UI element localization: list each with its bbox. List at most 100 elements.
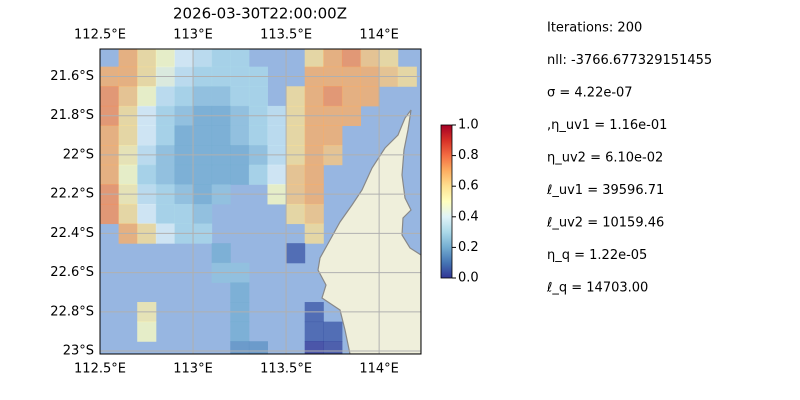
heat-cell [323,49,343,68]
y-tick-label: 22.8°S [50,304,94,319]
colorbar [440,124,453,279]
x-tick-label-top: 113°E [173,28,213,43]
y-tick-label: 22.2°S [50,187,94,202]
colorbar-tick-label: 0.4 [458,209,479,224]
x-tick-label: 113°E [173,362,213,377]
info-line: ℓ_uv1 = 39596.71 [546,183,664,198]
map-frame [99,48,422,355]
heat-cell [379,49,399,68]
info-line: ,η_uv1 = 1.16e-01 [547,118,667,133]
info-line: ℓ_uv2 = 10159.46 [546,216,664,231]
x-tick-label: 113.5°E [260,362,312,377]
heat-cell [137,321,157,342]
y-tick-label: 22.4°S [50,226,94,241]
info-line: η_uv2 = 6.10e-02 [547,151,663,166]
info-line: nll: -3766.677329151455 [547,53,712,68]
heat-cell [118,86,138,107]
heat-cell [323,125,343,146]
colorbar-tick-label: 0.0 [458,271,479,286]
y-tick-label: 22.6°S [50,265,94,280]
info-line: ℓ_q = 14703.00 [546,281,648,296]
x-tick-label: 112.5°E [74,362,126,377]
heat-cell [100,86,120,107]
heat-cell [286,164,306,185]
heat-cell [211,125,231,146]
heat-cell [267,164,287,185]
heat-cell [360,49,380,68]
heat-cell [155,86,175,107]
heat-cell [360,86,380,107]
heat-cell [193,164,213,185]
heat-cell [304,203,324,225]
heat-cell [118,49,138,68]
heat-cell [137,164,157,185]
heat-cell [230,282,250,303]
heat-cell [341,86,362,107]
x-tick-label-top: 114°E [359,28,399,43]
graticule [100,49,421,354]
heat-cell [118,125,138,146]
heat-cell [304,321,324,342]
x-tick-label: 114°E [359,362,399,377]
colorbar-tick-label: 1.0 [458,118,479,133]
heat-cell [137,86,157,107]
heat-cell [304,164,324,185]
heat-cell [155,203,175,225]
heat-cell [211,164,231,185]
heat-cell [230,125,250,146]
land [317,109,421,354]
heat-cell [174,203,194,225]
heat-cell [286,125,306,146]
y-tick-label: 21.6°S [50,69,94,84]
heat-cell [174,49,194,68]
heat-cell [248,125,268,146]
colorbar-tick-label: 0.2 [458,240,479,255]
heat-cell [100,125,120,146]
heat-cell [137,49,157,68]
heat-cell [286,243,306,264]
heat-cell [230,321,250,342]
heat-cell [304,49,324,68]
heat-cell [286,86,306,107]
heat-cell [193,86,213,107]
heat-cell [155,125,175,146]
heat-cell [193,203,213,225]
heat-cell [304,86,324,107]
heat-cell [341,49,362,68]
heat-cell [137,125,157,146]
heat-cell [267,125,287,146]
heat-cell [211,86,231,107]
heat-cell [155,49,175,68]
heat-cell [248,164,268,185]
info-line: η_q = 1.22e-05 [547,248,647,263]
heat-cell [174,125,194,146]
x-tick-label-top: 112.5°E [74,28,126,43]
info-line: σ = 4.22e-07 [547,86,633,101]
heat-cell [118,203,138,225]
heat-cell [323,321,343,342]
heat-cell [323,86,343,107]
heat-cell [174,86,194,107]
heat-cell [304,125,324,146]
chart-title: 2026-03-30T22:00:00Z [173,5,347,23]
heat-cell [155,164,175,185]
heat-cell [137,203,157,225]
heat-cell [193,125,213,146]
heat-cell [174,164,194,185]
heat-cell [230,86,250,107]
heat-cell [230,49,250,68]
heat-cell [248,86,268,107]
heat-cell [193,49,213,68]
heat-cell [286,203,306,225]
heat-cell [100,203,120,225]
y-tick-label: 22°S [63,147,94,162]
heat-cell [211,49,231,68]
x-tick-label-top: 113.5°E [260,28,312,43]
heat-cell [211,243,231,264]
y-tick-label: 23°S [63,344,94,359]
colorbar-tick-label: 0.6 [458,179,479,194]
y-tick-label: 21.8°S [50,108,94,123]
heat-cell [230,164,250,185]
heat-cell [100,164,120,185]
